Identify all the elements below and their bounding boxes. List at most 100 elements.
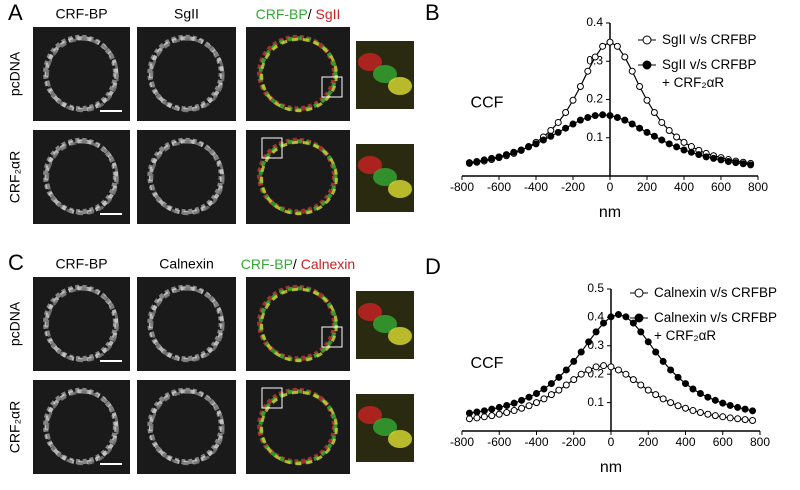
data-point <box>719 399 727 407</box>
column-header: CRF-BP <box>55 6 107 22</box>
cell-ring <box>46 390 119 466</box>
inset-blob <box>358 53 382 71</box>
data-point <box>547 380 555 388</box>
data-point <box>591 53 599 61</box>
panel-letter: A <box>8 0 23 25</box>
row-label: pcDNA <box>7 301 23 346</box>
data-point <box>532 140 540 148</box>
data-point <box>555 373 563 381</box>
data-point <box>704 410 712 418</box>
data-point <box>613 42 621 50</box>
data-point <box>674 402 682 410</box>
data-point <box>747 161 755 169</box>
legend-label: SgII v/s CRFBP <box>662 32 757 47</box>
data-point <box>614 366 622 374</box>
merged-header: CRF-BP/ SgII <box>256 6 341 22</box>
y-tick-label: 0.2 <box>586 92 603 106</box>
data-point <box>585 338 593 346</box>
cell-ring <box>46 140 119 216</box>
data-point <box>644 386 652 394</box>
data-point <box>592 363 600 371</box>
data-point <box>734 415 742 423</box>
data-point <box>585 366 593 374</box>
data-point <box>592 328 600 336</box>
inset-blob <box>373 418 397 436</box>
data-point <box>518 404 526 412</box>
x-tick-label: -600 <box>487 435 511 449</box>
cell-ring <box>147 34 224 112</box>
data-point <box>473 157 481 165</box>
inset-blob <box>373 315 397 333</box>
column-header: Calnexin <box>159 256 213 272</box>
data-point <box>621 116 629 124</box>
x-tick-label: 0 <box>607 180 614 194</box>
data-point <box>510 399 518 407</box>
data-point <box>643 128 651 136</box>
cell-ring <box>147 137 224 215</box>
data-point <box>480 407 488 415</box>
data-point <box>734 403 742 411</box>
data-point <box>488 405 496 413</box>
legend-marker <box>642 35 652 45</box>
data-point <box>696 409 704 417</box>
data-point <box>629 376 637 384</box>
data-point <box>591 112 599 120</box>
data-point <box>600 319 608 327</box>
data-point <box>689 385 697 393</box>
data-point <box>673 143 681 151</box>
data-point <box>562 366 570 374</box>
data-point <box>636 124 644 132</box>
data-point <box>680 138 688 146</box>
legend-marker <box>634 313 644 323</box>
data-point <box>622 313 630 321</box>
x-axis-label: nm <box>599 204 621 221</box>
data-point <box>650 109 658 117</box>
data-point <box>525 402 533 410</box>
data-point <box>525 393 533 401</box>
merged-header-part: Calnexin <box>297 256 355 272</box>
data-point <box>710 154 718 162</box>
row-label: pcDNA <box>7 51 23 96</box>
cell-ring <box>147 387 224 465</box>
legend-label: SgII v/s CRFBP + CRF₂αR <box>662 57 757 90</box>
data-point <box>539 136 547 144</box>
cell-ring <box>150 287 225 363</box>
cell-ring <box>150 140 225 216</box>
y-tick-label: 0.4 <box>586 15 603 29</box>
y-axis-label: CCF <box>471 355 504 372</box>
data-point <box>547 132 555 140</box>
x-tick-label: -800 <box>450 435 474 449</box>
data-point <box>480 413 488 421</box>
data-point <box>673 133 681 141</box>
data-point <box>577 370 585 378</box>
data-point <box>607 363 615 371</box>
zoom-box <box>261 137 283 159</box>
x-tick-label: 200 <box>638 435 658 449</box>
data-point <box>517 146 525 154</box>
data-point <box>510 407 518 415</box>
data-point <box>695 151 703 159</box>
cell-ring <box>260 287 338 363</box>
data-point <box>689 407 697 415</box>
data-point <box>599 42 607 50</box>
data-point <box>726 401 734 409</box>
data-point <box>667 399 675 407</box>
row-label: CRF₂αR <box>7 151 23 203</box>
data-point <box>562 124 570 132</box>
data-point <box>650 132 658 140</box>
merged-header-part: CRF-BP <box>241 256 293 272</box>
data-point <box>503 409 511 417</box>
data-point <box>680 146 688 154</box>
merged-header-part: / <box>308 6 312 22</box>
panel-letter: C <box>8 250 24 275</box>
data-point <box>637 328 645 336</box>
y-tick-label: 0.1 <box>587 395 604 409</box>
data-point <box>547 391 555 399</box>
inset-blob <box>373 168 397 186</box>
data-point <box>614 311 622 319</box>
data-point <box>749 416 757 424</box>
data-point <box>702 153 710 161</box>
data-point <box>665 126 673 134</box>
cell-ring <box>150 37 225 113</box>
x-tick-label: -200 <box>562 435 586 449</box>
